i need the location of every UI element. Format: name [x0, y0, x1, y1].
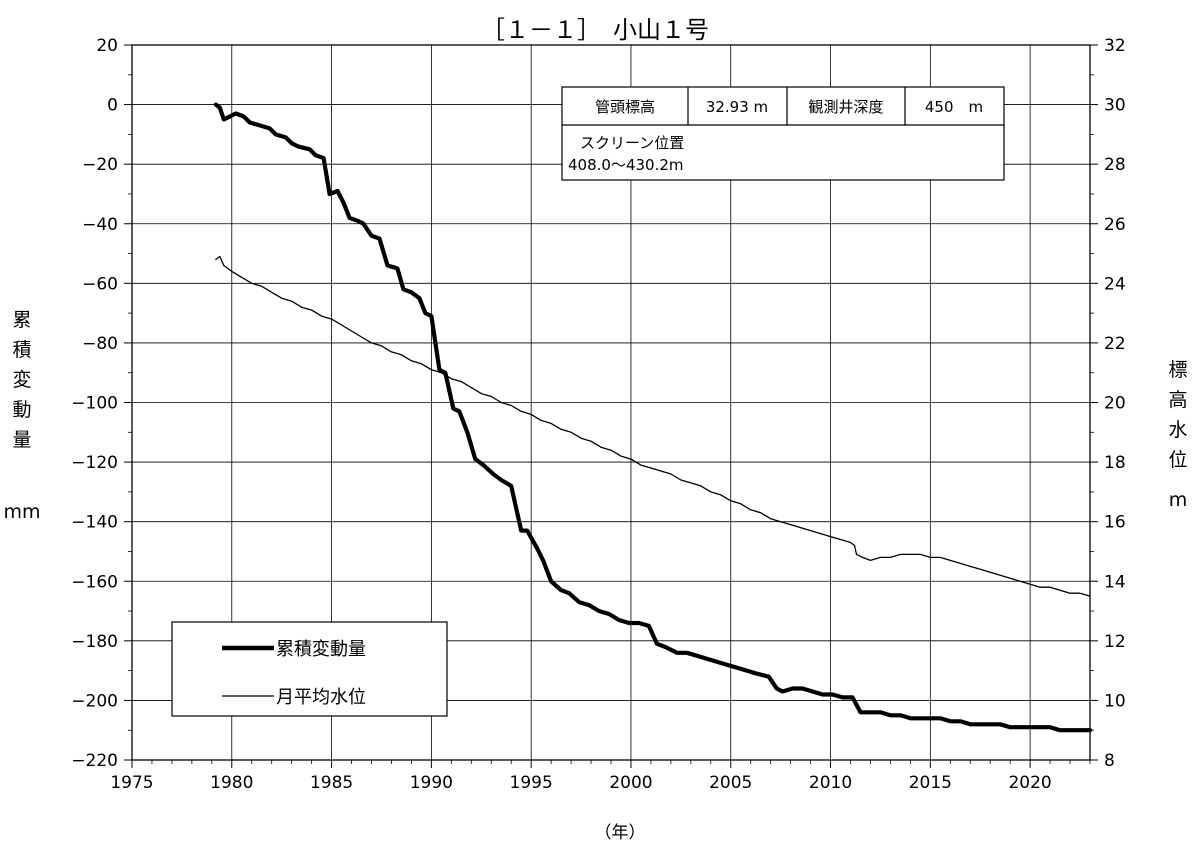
y-right-tick-label: 18	[1104, 453, 1126, 473]
x-axis-label: （年）	[595, 823, 646, 843]
x-tick-label: 2000	[609, 773, 652, 793]
info-label-depth: 観測井深度	[808, 98, 883, 116]
info-label-screen: スクリーン位置	[580, 134, 684, 152]
y-right-tick-label: 20	[1104, 394, 1126, 414]
y-left-tick-label: 20	[96, 36, 118, 56]
y-left-tick-label: −120	[71, 453, 118, 473]
info-value-depth: 450 m	[925, 98, 983, 116]
y-left-label-char: 動	[12, 399, 31, 421]
y-axis-right: 32 30 28 26 24 22 20 18 16 14 12 10 8	[1090, 36, 1126, 771]
y-right-tick-label: 16	[1104, 513, 1126, 533]
y-right-label-char: 位	[1168, 449, 1187, 471]
legend: 累積変動量 月平均水位	[171, 621, 448, 717]
x-axis: 1975 1980 1985 1990 1995 2000 2005 2010 2015 2020	[110, 760, 1091, 793]
y-left-tick-label: −60	[82, 274, 118, 294]
y-left-tick-label: −220	[71, 751, 118, 771]
y-right-tick-label: 8	[1104, 751, 1115, 771]
y-right-tick-label: 12	[1104, 632, 1126, 652]
chart-title: ［１－１］ 小山１号	[481, 16, 709, 44]
y-left-label-char: 量	[12, 429, 31, 451]
y-left-tick-label: −100	[71, 394, 118, 414]
info-value-elevation: 32.93 m	[706, 98, 768, 116]
y-left-label-char: mm	[3, 501, 40, 523]
y-right-tick-label: 24	[1104, 274, 1126, 294]
legend-label-cumulative: 累積変動量	[276, 639, 366, 660]
y-right-tick-label: 26	[1104, 215, 1126, 235]
y-axis-left: 20 0 −20 −40 −60 −80 −100 −120 −140 −160 −180 −200 −…	[71, 36, 132, 771]
y-right-tick-label: 22	[1104, 334, 1126, 354]
x-tick-label: 1975	[110, 773, 153, 793]
y-right-label-char: 水	[1168, 419, 1187, 441]
x-tick-label: 2010	[809, 773, 852, 793]
y-right-tick-label: 14	[1104, 572, 1126, 592]
y-right-tick-label: 30	[1104, 96, 1126, 116]
y-left-tick-label: −200	[71, 691, 118, 711]
legend-label-water-level: 月平均水位	[276, 687, 366, 708]
y-left-tick-label: −180	[71, 632, 118, 652]
series-line-monthly-water-level	[215, 255, 1091, 597]
info-label-elevation: 管頭標高	[595, 98, 655, 116]
y-right-tick-label: 32	[1104, 36, 1126, 56]
y-left-tick-label: −160	[71, 572, 118, 592]
x-tick-label: 1995	[510, 773, 553, 793]
y-left-tick-label: 0	[107, 96, 118, 116]
y-right-label-char: 高	[1168, 389, 1187, 411]
y-left-tick-label: −40	[82, 215, 118, 235]
series-line-cumulative-change	[213, 102, 1093, 733]
y-right-label-char: 標	[1168, 359, 1187, 381]
info-box: 管頭標高 32.93 m 観測井深度 450 m スクリーン位置 408.0～4…	[561, 86, 1005, 181]
y-left-tick-label: −20	[82, 155, 118, 175]
y-right-tick-label: 10	[1104, 691, 1126, 711]
info-value-screen: 408.0～430.2m	[568, 156, 684, 174]
x-tick-label: 2020	[1008, 773, 1051, 793]
y-axis-left-label: 累積変動量 mm	[3, 309, 40, 523]
x-tick-label: 1985	[310, 773, 353, 793]
y-right-tick-label: 28	[1104, 155, 1126, 175]
x-tick-label: 1990	[410, 773, 453, 793]
y-right-label-char: m	[1169, 489, 1188, 511]
x-tick-label: 1980	[210, 773, 253, 793]
y-left-label-char: 累	[12, 309, 31, 331]
info-box-frame	[561, 86, 1005, 181]
y-left-label-char: 積	[12, 339, 31, 361]
x-tick-label: 2015	[909, 773, 952, 793]
y-left-tick-label: −80	[82, 334, 118, 354]
y-left-label-char: 変	[12, 369, 31, 391]
series	[213, 102, 1093, 733]
legend-frame	[171, 621, 448, 717]
y-left-tick-label: −140	[71, 513, 118, 533]
x-tick-label: 2005	[709, 773, 752, 793]
